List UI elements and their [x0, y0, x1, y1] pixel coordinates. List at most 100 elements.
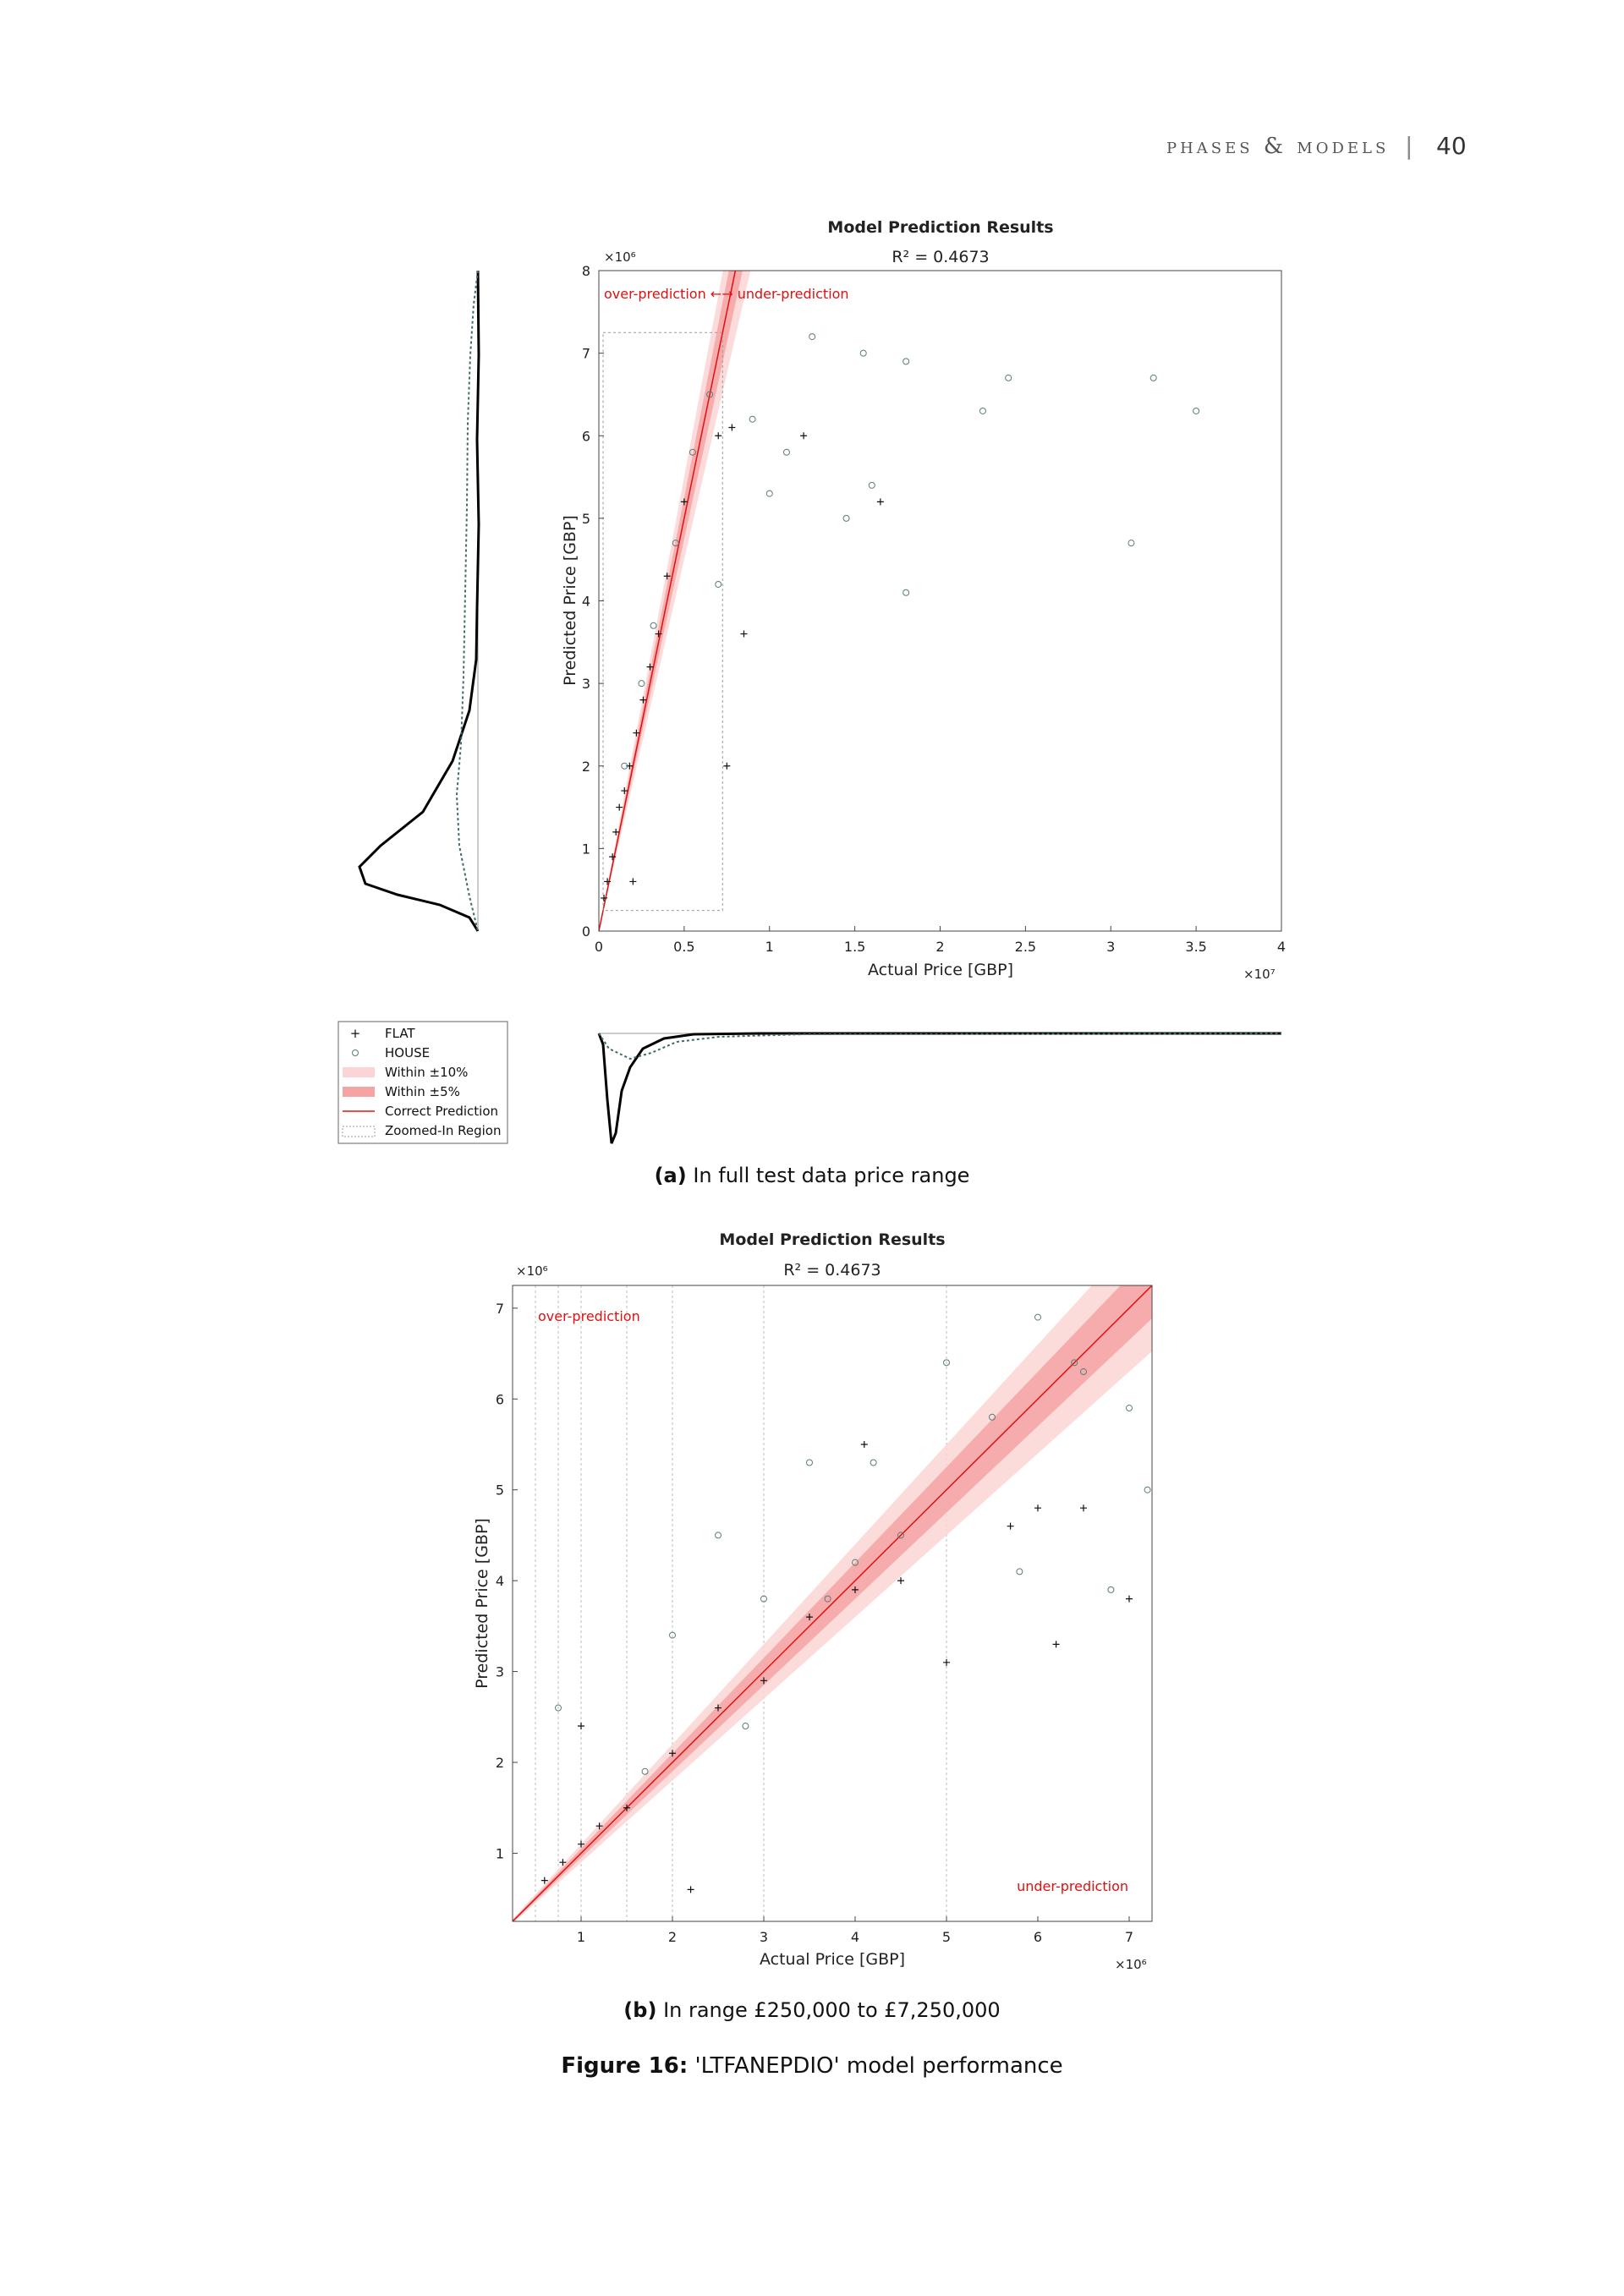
subcaption-b-text: In range £250,000 to £7,250,000 — [663, 1998, 1001, 2022]
a-flat-point — [604, 878, 612, 885]
a-flat-point — [629, 878, 637, 885]
chart-b-xlabel: Actual Price [GBP] — [760, 1950, 905, 1969]
subcaption-a-text: In full test data price range — [693, 1164, 970, 1187]
chart-a-annotation: over-prediction ←→ under-prediction — [604, 286, 849, 302]
b-x-tick-label: 1 — [577, 1929, 585, 1945]
a-flat-point — [646, 663, 654, 671]
b-x-tick-label: 3 — [760, 1929, 768, 1945]
running-header-title: phases & models — [1166, 134, 1390, 159]
a-flat-point — [633, 729, 640, 737]
b-flat-point — [1007, 1522, 1014, 1530]
chart-b-title: Model Prediction Results — [719, 1230, 945, 1249]
chart-a-band-10 — [599, 271, 751, 931]
a-house-point — [903, 358, 910, 365]
chart-a-title: Model Prediction Results — [827, 218, 1053, 237]
a-flat-point — [680, 498, 688, 506]
a-house-point — [1193, 407, 1200, 414]
b-flat-point — [1126, 1595, 1133, 1603]
a-x-tick-label: 3.5 — [1185, 939, 1206, 955]
a-x-tick-label: 1.5 — [844, 939, 865, 955]
a-house-point — [868, 481, 875, 489]
chart-b-subtitle: R² = 0.4673 — [783, 1261, 881, 1280]
a-flat-point — [639, 696, 647, 704]
a-house-point — [672, 540, 679, 547]
a-house-point — [765, 490, 773, 497]
chart-a-x-marginal-density — [597, 1032, 1282, 1144]
a-x-tick-label: 3 — [1106, 939, 1115, 955]
b-house-point — [1034, 1313, 1041, 1321]
b-flat-point — [623, 1804, 630, 1811]
legend-label-house: HOUSE — [385, 1045, 430, 1060]
a-house-point — [638, 680, 645, 688]
b-house-point — [1126, 1405, 1133, 1412]
a-flat-point — [609, 853, 617, 861]
a-x-tick-label: 2.5 — [1015, 939, 1036, 955]
legend-item-house: HOUSE — [352, 1045, 430, 1060]
a-y-tick-label: 5 — [582, 511, 590, 527]
figure-caption: Figure 16: 'LTFANEPDIO' model performanc… — [0, 2053, 1624, 2079]
b-house-point — [641, 1767, 649, 1775]
a-house-point — [706, 391, 714, 398]
b-x-tick-label: 7 — [1125, 1929, 1133, 1945]
b-y-tick-label: 7 — [496, 1301, 504, 1317]
a-house-point — [979, 407, 986, 414]
dotted-box-icon — [342, 1126, 376, 1137]
a-x-tick-label: 2 — [935, 939, 944, 955]
a-flat-point — [663, 573, 671, 580]
legend-item-correct-prediction: Correct Prediction — [343, 1104, 498, 1119]
subcaption-b-prefix: (b) — [623, 1998, 657, 2022]
legend-label-within-5: Within ±5% — [385, 1084, 460, 1099]
legend-box — [337, 1021, 508, 1144]
a-flat-point — [616, 803, 623, 811]
a-house-point — [1005, 374, 1012, 381]
a-flat-point — [612, 828, 620, 836]
b-flat-point — [943, 1658, 950, 1666]
chart-a-zoom-region — [602, 332, 723, 912]
chart-b-under-prediction-label: under-prediction — [1017, 1878, 1128, 1894]
light-band-swatch-icon — [343, 1067, 375, 1077]
legend-label-correct-prediction: Correct Prediction — [385, 1104, 498, 1119]
circle-marker-icon — [352, 1049, 359, 1056]
b-house-point — [1080, 1368, 1087, 1376]
b-house-point — [870, 1459, 877, 1466]
a-flat-point — [655, 630, 662, 638]
subcaption-a-prefix: (a) — [654, 1164, 687, 1187]
chart-b-y-multiplier: ×10⁶ — [516, 1263, 548, 1279]
a-flat-point — [800, 432, 808, 440]
chart-b-x-multiplier: ×10⁶ — [1115, 1957, 1147, 1972]
legend-label-flat: FLAT — [385, 1026, 415, 1041]
a-house-point — [782, 448, 790, 456]
chart-a-axes-box — [598, 270, 1282, 932]
chart-a-xlabel: Actual Price [GBP] — [868, 961, 1013, 979]
b-flat-point — [715, 1704, 721, 1712]
b-flat-point — [559, 1859, 567, 1866]
b-house-point — [742, 1723, 749, 1730]
b-house-point — [806, 1459, 813, 1466]
b-house-point — [943, 1359, 950, 1367]
a-flat-point — [621, 787, 628, 795]
a-house-point — [1127, 540, 1135, 547]
b-flat-point — [687, 1886, 694, 1893]
b-y-tick-label: 2 — [496, 1755, 504, 1771]
legend-item-within-5: Within ±5% — [343, 1084, 460, 1099]
b-flat-point — [806, 1614, 813, 1621]
chart-a-y-multiplier: ×10⁶ — [604, 249, 636, 265]
a-house-point — [1149, 374, 1157, 381]
b-flat-point — [760, 1677, 767, 1685]
a-y-tick-label: 6 — [582, 428, 590, 444]
chart-a-subtitle: R² = 0.4673 — [892, 248, 989, 266]
chart-b-points — [540, 1313, 1151, 1893]
a-y-tick-label: 2 — [582, 759, 590, 775]
a-x-tick-label: 4 — [1277, 939, 1286, 955]
b-flat-point — [860, 1441, 868, 1448]
a-flat-point — [601, 894, 608, 901]
a-flat-point — [728, 424, 736, 431]
b-house-point — [1016, 1568, 1023, 1575]
legend-label-zoomed-region: Zoomed-In Region — [385, 1123, 501, 1138]
a-house-point — [809, 333, 816, 341]
legend-item-flat: + FLAT — [350, 1026, 416, 1041]
a-house-point — [859, 349, 867, 357]
a-y-tick-label: 3 — [582, 676, 590, 692]
b-y-tick-label: 3 — [496, 1664, 504, 1680]
